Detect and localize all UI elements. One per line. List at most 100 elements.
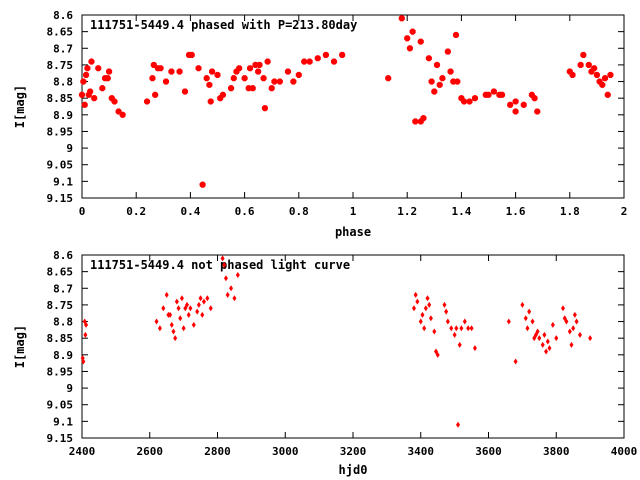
data-point	[181, 325, 186, 332]
data-point	[411, 305, 416, 312]
data-point	[564, 318, 569, 325]
y-tick-label: 8.85	[47, 92, 74, 105]
data-point	[152, 91, 159, 98]
y-tick-label: 8.75	[47, 59, 74, 72]
data-point	[229, 285, 234, 292]
x-tick-label: 1.6	[506, 205, 526, 218]
data-point	[225, 291, 230, 298]
data-point	[188, 305, 193, 312]
data-point	[404, 35, 411, 42]
data-point	[469, 325, 474, 332]
data-point	[512, 108, 519, 115]
data-point	[409, 28, 416, 35]
data-point	[256, 61, 263, 68]
x-tick-label: 0.4	[180, 205, 200, 218]
data-point	[209, 68, 216, 75]
data-point	[591, 65, 598, 72]
y-tick-label: 9.05	[47, 399, 74, 412]
data-point	[577, 61, 584, 68]
y-tick-label: 8.7	[53, 42, 73, 55]
data-point	[554, 335, 559, 342]
data-point	[169, 321, 174, 328]
x-tick-label: 1.2	[397, 205, 417, 218]
data-point	[168, 68, 175, 75]
x-tick-label: 0.6	[235, 205, 255, 218]
data-point	[219, 91, 226, 98]
data-point	[186, 311, 191, 318]
data-point	[550, 321, 555, 328]
data-point	[84, 321, 89, 328]
y-tick-label: 8.65	[47, 26, 74, 39]
data-point	[444, 308, 449, 315]
data-point	[547, 345, 552, 352]
data-point	[241, 75, 248, 82]
data-point	[81, 101, 88, 108]
phased-chart-title: 111751-5449.4 phased with P=213.80day	[90, 18, 357, 32]
y-tick-label: 9.1	[53, 175, 73, 188]
data-point	[415, 298, 420, 305]
data-point	[206, 81, 213, 88]
data-point	[436, 81, 443, 88]
data-point	[249, 85, 256, 92]
data-point	[454, 325, 459, 332]
data-point	[542, 331, 547, 338]
data-point	[87, 88, 94, 95]
data-point	[431, 88, 438, 95]
data-point	[80, 78, 87, 85]
data-point	[200, 311, 205, 318]
data-point	[507, 101, 514, 108]
data-point	[423, 305, 428, 312]
data-point	[106, 68, 113, 75]
data-point	[427, 301, 432, 308]
data-point	[232, 295, 237, 302]
data-point	[506, 318, 511, 325]
data-point	[462, 318, 467, 325]
data-point	[499, 91, 506, 98]
data-point	[208, 305, 213, 312]
y-tick-label: 8.75	[47, 299, 74, 312]
data-point	[540, 341, 545, 348]
data-point	[306, 58, 313, 65]
data-point	[513, 358, 518, 365]
data-point	[176, 68, 183, 75]
data-point	[593, 71, 600, 78]
data-point	[230, 75, 237, 82]
data-point	[588, 335, 593, 342]
data-point	[457, 341, 462, 348]
data-point	[413, 291, 418, 298]
data-point	[201, 298, 206, 305]
data-point	[99, 85, 106, 92]
data-point	[199, 181, 206, 188]
x-tick-label: 3600	[475, 445, 502, 458]
data-point	[176, 305, 181, 312]
data-point	[154, 318, 159, 325]
x-tick-label: 3400	[408, 445, 435, 458]
x-tick-label: 3800	[543, 445, 570, 458]
data-point	[196, 301, 201, 308]
data-point	[406, 45, 413, 52]
data-point	[432, 328, 437, 335]
data-point	[447, 68, 454, 75]
data-point	[78, 91, 86, 98]
data-point	[264, 58, 271, 65]
y-tick-label: 8.6	[53, 9, 73, 22]
data-point	[301, 58, 308, 65]
x-tick-label: 0	[79, 205, 86, 218]
data-point	[290, 78, 297, 85]
data-point	[561, 305, 566, 312]
y-tick-label: 8.6	[53, 249, 73, 262]
data-point	[525, 325, 530, 332]
data-point	[149, 75, 156, 82]
unphased-chart-title: 111751-5449.4 not phased light curve	[90, 258, 350, 272]
data-point	[569, 341, 574, 348]
data-point	[174, 298, 179, 305]
data-point	[168, 311, 173, 318]
data-point	[461, 98, 468, 105]
data-point	[276, 78, 283, 85]
x-tick-label: 3000	[272, 445, 299, 458]
data-point	[442, 301, 447, 308]
data-point	[255, 68, 262, 75]
data-point	[198, 295, 203, 302]
data-point	[236, 65, 243, 72]
data-point	[261, 105, 268, 112]
